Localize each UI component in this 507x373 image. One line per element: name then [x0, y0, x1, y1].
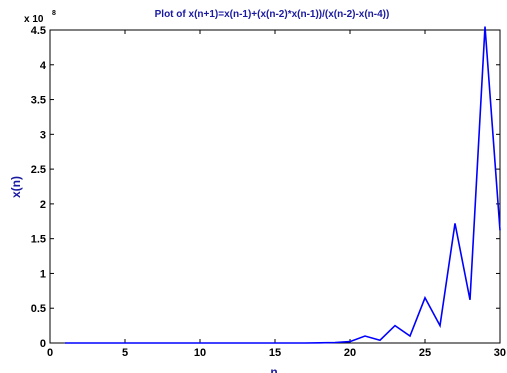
x-tick-label: 5 [122, 347, 128, 359]
axis-ticks [50, 30, 500, 343]
x-tick-label: 30 [494, 347, 506, 359]
x-tick-label: 10 [194, 347, 206, 359]
y-tick-label: 3 [40, 129, 46, 141]
chart-title: Plot of x(n+1)=x(n-1)+(x(n-2)*x(n-1))/(x… [155, 9, 390, 20]
y-tick-label: 0.5 [31, 303, 46, 315]
y-tick-label: 1.5 [31, 234, 46, 246]
y-tick-label: 0 [40, 338, 46, 350]
y-tick-labels: 0 0.5 1 1.5 2 2.5 3 3.5 4 4.5 [31, 25, 47, 350]
series-group [65, 27, 500, 343]
y-tick-label: 2 [40, 199, 46, 211]
scale-multiplier: x 10 8 [24, 10, 56, 25]
x-tick-label: 15 [269, 347, 281, 359]
scale-multiplier-exponent: 8 [52, 10, 56, 17]
y-tick-label: 4 [40, 60, 47, 72]
plot-area [50, 30, 500, 343]
y-axis-label: x(n) [9, 176, 23, 198]
y-tick-label: 3.5 [31, 95, 46, 107]
y-tick-label: 2.5 [31, 164, 46, 176]
x-tick-label: 25 [419, 347, 431, 359]
y-tick-label: 4.5 [31, 25, 46, 37]
series-line [65, 27, 500, 343]
x-tick-label: 20 [344, 347, 356, 359]
x-axis-label: n [270, 365, 277, 373]
x-tick-labels: 0 5 10 15 20 25 30 [47, 347, 506, 359]
scale-multiplier-base: x 10 [24, 14, 44, 25]
y-tick-label: 1 [40, 268, 46, 280]
x-tick-label: 0 [47, 347, 53, 359]
